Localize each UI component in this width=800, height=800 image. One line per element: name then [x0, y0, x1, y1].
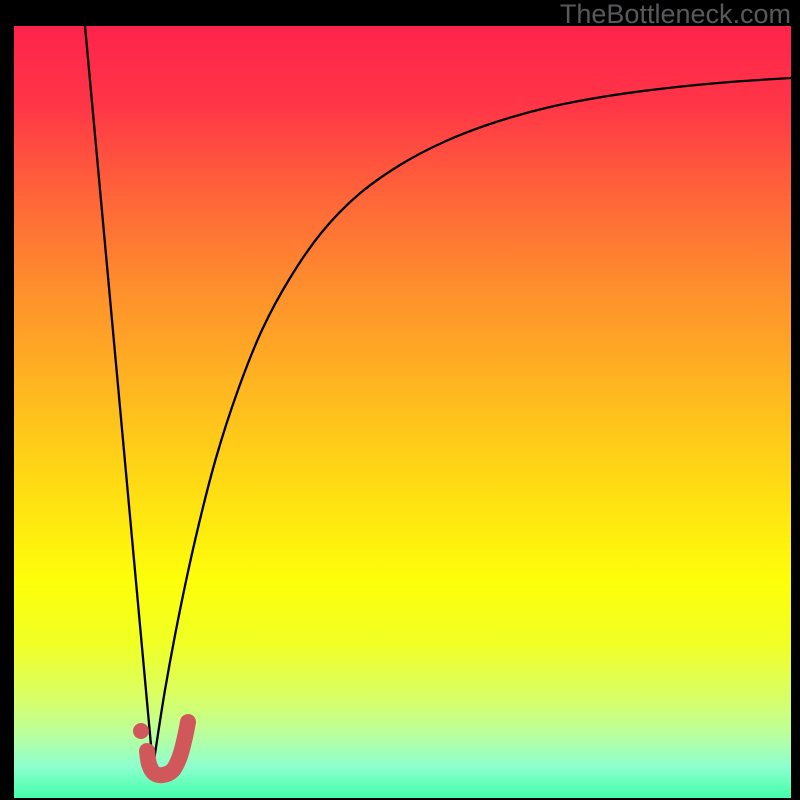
curve-overlay	[0, 0, 800, 800]
left-curve	[85, 26, 153, 767]
watermark-text: TheBottleneck.com	[560, 0, 791, 30]
hook-marker	[147, 722, 188, 775]
chart-root: TheBottleneck.com	[0, 0, 800, 800]
right-curve	[153, 78, 791, 767]
hook-dot	[133, 723, 149, 739]
